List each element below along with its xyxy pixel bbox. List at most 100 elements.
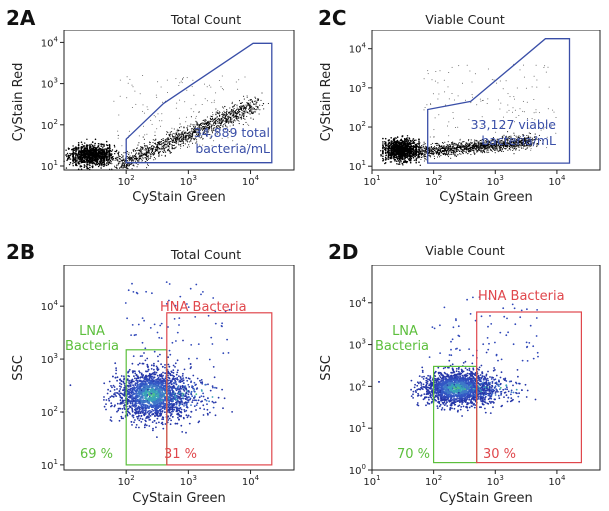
event-point — [166, 131, 168, 133]
event-point — [432, 152, 434, 154]
event-point — [439, 151, 441, 153]
event-point — [495, 146, 497, 148]
event-point — [157, 148, 159, 151]
event-point — [153, 115, 155, 117]
event-point — [183, 142, 185, 144]
event-point — [440, 146, 443, 148]
event-point — [413, 157, 415, 159]
event-point — [158, 151, 161, 153]
event-point — [128, 154, 130, 156]
event-point — [89, 161, 91, 163]
event-point — [101, 157, 104, 159]
event-point — [245, 109, 247, 111]
event-point — [215, 114, 217, 116]
event-point — [86, 164, 88, 166]
event-point — [384, 156, 387, 159]
event-point — [401, 154, 404, 156]
event-point — [453, 149, 455, 152]
event-point — [166, 139, 168, 141]
event-point — [236, 118, 238, 120]
event-point — [169, 144, 171, 146]
event-point — [403, 142, 405, 144]
event-point — [112, 158, 115, 160]
event-point — [532, 142, 534, 144]
event-point — [497, 139, 499, 141]
event-point — [453, 146, 455, 148]
event-point — [430, 143, 432, 145]
event-point — [257, 108, 259, 110]
event-point — [193, 94, 195, 96]
event-point — [248, 105, 250, 107]
event-point — [188, 133, 190, 135]
event-point — [118, 114, 120, 116]
event-point — [412, 138, 415, 140]
event-point — [166, 145, 168, 147]
event-point — [414, 152, 416, 154]
event-point — [167, 141, 169, 143]
event-point — [455, 143, 457, 145]
event-point — [241, 108, 243, 111]
event-point — [409, 150, 411, 152]
event-point — [146, 155, 148, 157]
event-point — [227, 146, 229, 148]
event-point — [231, 118, 233, 120]
event-point — [461, 144, 463, 146]
event-point — [398, 155, 401, 157]
event-point — [137, 144, 139, 146]
event-point — [171, 134, 173, 136]
event-point — [437, 144, 439, 146]
event-point — [83, 164, 86, 166]
event-point — [219, 120, 221, 122]
event-point — [467, 140, 470, 142]
event-point — [409, 159, 412, 162]
event-point — [259, 109, 261, 111]
event-point — [387, 153, 390, 156]
event-point — [170, 137, 172, 140]
event-point — [97, 165, 100, 168]
event-point — [175, 141, 177, 143]
event-point — [228, 118, 230, 120]
event-point — [250, 112, 252, 114]
event-point — [145, 158, 147, 160]
event-point — [407, 158, 410, 160]
event-point — [222, 113, 224, 115]
event-point — [83, 151, 86, 154]
event-point — [150, 153, 152, 155]
event-point — [173, 140, 175, 142]
event-point — [458, 141, 460, 144]
event-point — [129, 78, 131, 80]
event-point — [169, 136, 171, 138]
event-point — [153, 146, 155, 148]
event-point — [85, 161, 87, 164]
event-point — [519, 136, 521, 138]
event-point — [85, 148, 87, 150]
event-point — [247, 123, 249, 125]
event-point — [509, 138, 511, 140]
event-point — [107, 161, 109, 163]
event-point — [218, 80, 220, 81]
event-point — [412, 154, 414, 156]
event-point — [484, 141, 486, 143]
event-point — [245, 121, 247, 123]
plot-frame — [63, 30, 295, 171]
event-point — [501, 142, 503, 144]
event-point — [182, 78, 183, 80]
event-point — [401, 135, 404, 137]
event-point — [205, 126, 208, 128]
event-point — [131, 168, 133, 170]
event-point — [436, 156, 439, 158]
event-point — [199, 144, 201, 146]
event-point — [452, 143, 454, 145]
event-point — [107, 155, 109, 157]
event-point — [490, 149, 492, 151]
event-point — [230, 119, 232, 121]
event-point — [230, 113, 232, 115]
event-point — [152, 150, 154, 152]
event-point — [97, 162, 100, 165]
event-point — [150, 147, 152, 149]
event-point — [76, 159, 79, 161]
event-point — [239, 117, 241, 119]
event-point — [399, 141, 401, 144]
event-point — [226, 113, 228, 115]
event-point — [172, 144, 175, 147]
